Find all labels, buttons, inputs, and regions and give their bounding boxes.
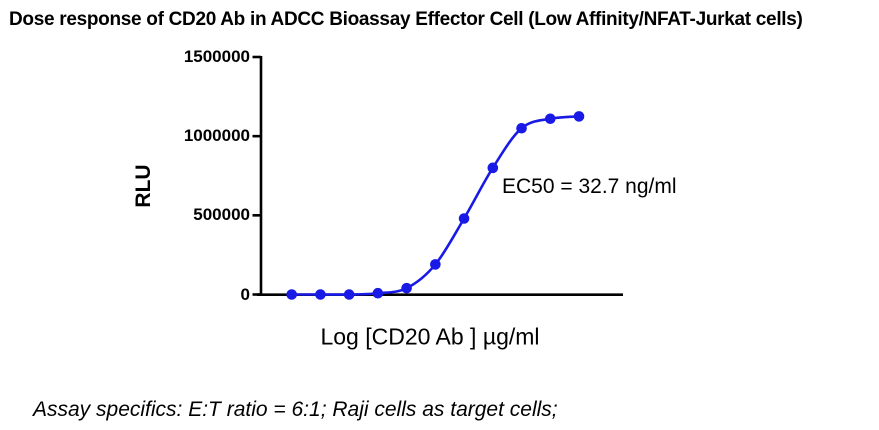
y-axis-ticks bbox=[252, 55, 261, 296]
data-point bbox=[458, 213, 470, 224]
assay-footnote: Assay specifics: E:T ratio = 6:1; Raji c… bbox=[33, 398, 558, 421]
y-tick-label-500000: 500000 bbox=[193, 205, 250, 225]
data-point bbox=[286, 289, 298, 300]
data-point bbox=[487, 162, 499, 174]
data-point bbox=[544, 113, 556, 125]
data-point bbox=[401, 282, 412, 294]
y-axis-label: RLU bbox=[132, 164, 155, 208]
y-tick-label-0: 0 bbox=[240, 284, 250, 304]
y-tick-label-1000000: 1000000 bbox=[183, 126, 250, 146]
ec50-annotation: EC50 = 32.7 ng/ml bbox=[502, 175, 677, 198]
data-point bbox=[372, 287, 384, 299]
data-point bbox=[573, 111, 585, 122]
data-point bbox=[516, 122, 527, 134]
y-tick-label-1500000: 1500000 bbox=[183, 47, 250, 66]
dose-response-curve bbox=[286, 111, 585, 300]
data-point bbox=[343, 289, 355, 300]
chart-title: Dose response of CD20 Ab in ADCC Bioassa… bbox=[9, 9, 803, 30]
data-point bbox=[430, 259, 441, 270]
data-point bbox=[315, 289, 326, 300]
x-axis-label: Log [CD20 Ab ] µg/ml bbox=[320, 323, 540, 350]
